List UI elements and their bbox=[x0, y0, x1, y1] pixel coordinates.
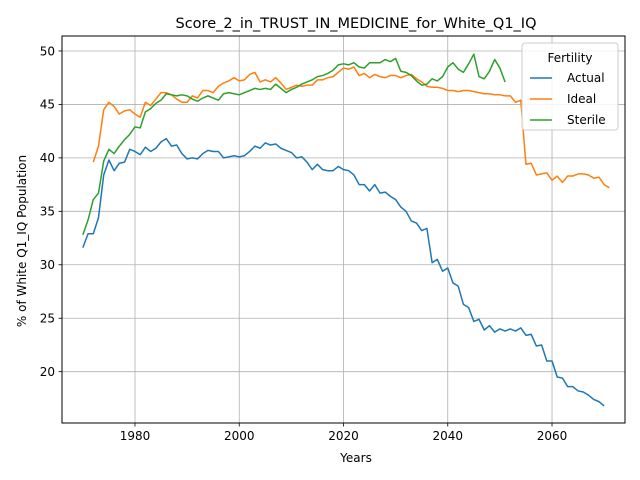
series-line-ideal bbox=[92, 66, 610, 189]
y-tick-label: 40 bbox=[40, 151, 55, 165]
series-lines bbox=[82, 53, 610, 407]
legend-label-ideal: Ideal bbox=[567, 92, 596, 106]
legend-title: Fertility bbox=[547, 51, 592, 65]
y-tick-label: 20 bbox=[40, 365, 55, 379]
chart-title: Score_2_in_TRUST_IN_MEDICINE_for_White_Q… bbox=[176, 16, 537, 32]
series-line-actual bbox=[82, 137, 605, 407]
series-line-sterile bbox=[82, 53, 506, 236]
x-axis: 1980 2000 2020 2040 2060 bbox=[120, 423, 568, 443]
y-axis: 20 25 30 35 40 45 50 bbox=[40, 44, 62, 379]
legend-items: Actual Ideal Sterile bbox=[530, 71, 606, 127]
legend-label-sterile: Sterile bbox=[567, 113, 606, 127]
y-tick-label: 50 bbox=[40, 44, 55, 58]
legend: Fertility Actual Ideal Sterile bbox=[521, 42, 619, 131]
x-tick-label: 2000 bbox=[224, 429, 255, 443]
legend-box bbox=[521, 42, 619, 131]
x-tick-label: 2020 bbox=[328, 429, 359, 443]
x-axis-label: Years bbox=[339, 451, 372, 465]
x-tick-label: 2060 bbox=[537, 429, 568, 443]
y-tick-label: 25 bbox=[40, 312, 55, 326]
x-tick-label: 1980 bbox=[120, 429, 151, 443]
legend-label-actual: Actual bbox=[567, 71, 605, 85]
y-tick-label: 35 bbox=[40, 205, 55, 219]
y-tick-label: 45 bbox=[40, 98, 55, 112]
y-tick-label: 30 bbox=[40, 258, 55, 272]
y-axis-label: % of White Q1_IQ Population bbox=[15, 155, 29, 327]
x-tick-label: 2040 bbox=[432, 429, 463, 443]
